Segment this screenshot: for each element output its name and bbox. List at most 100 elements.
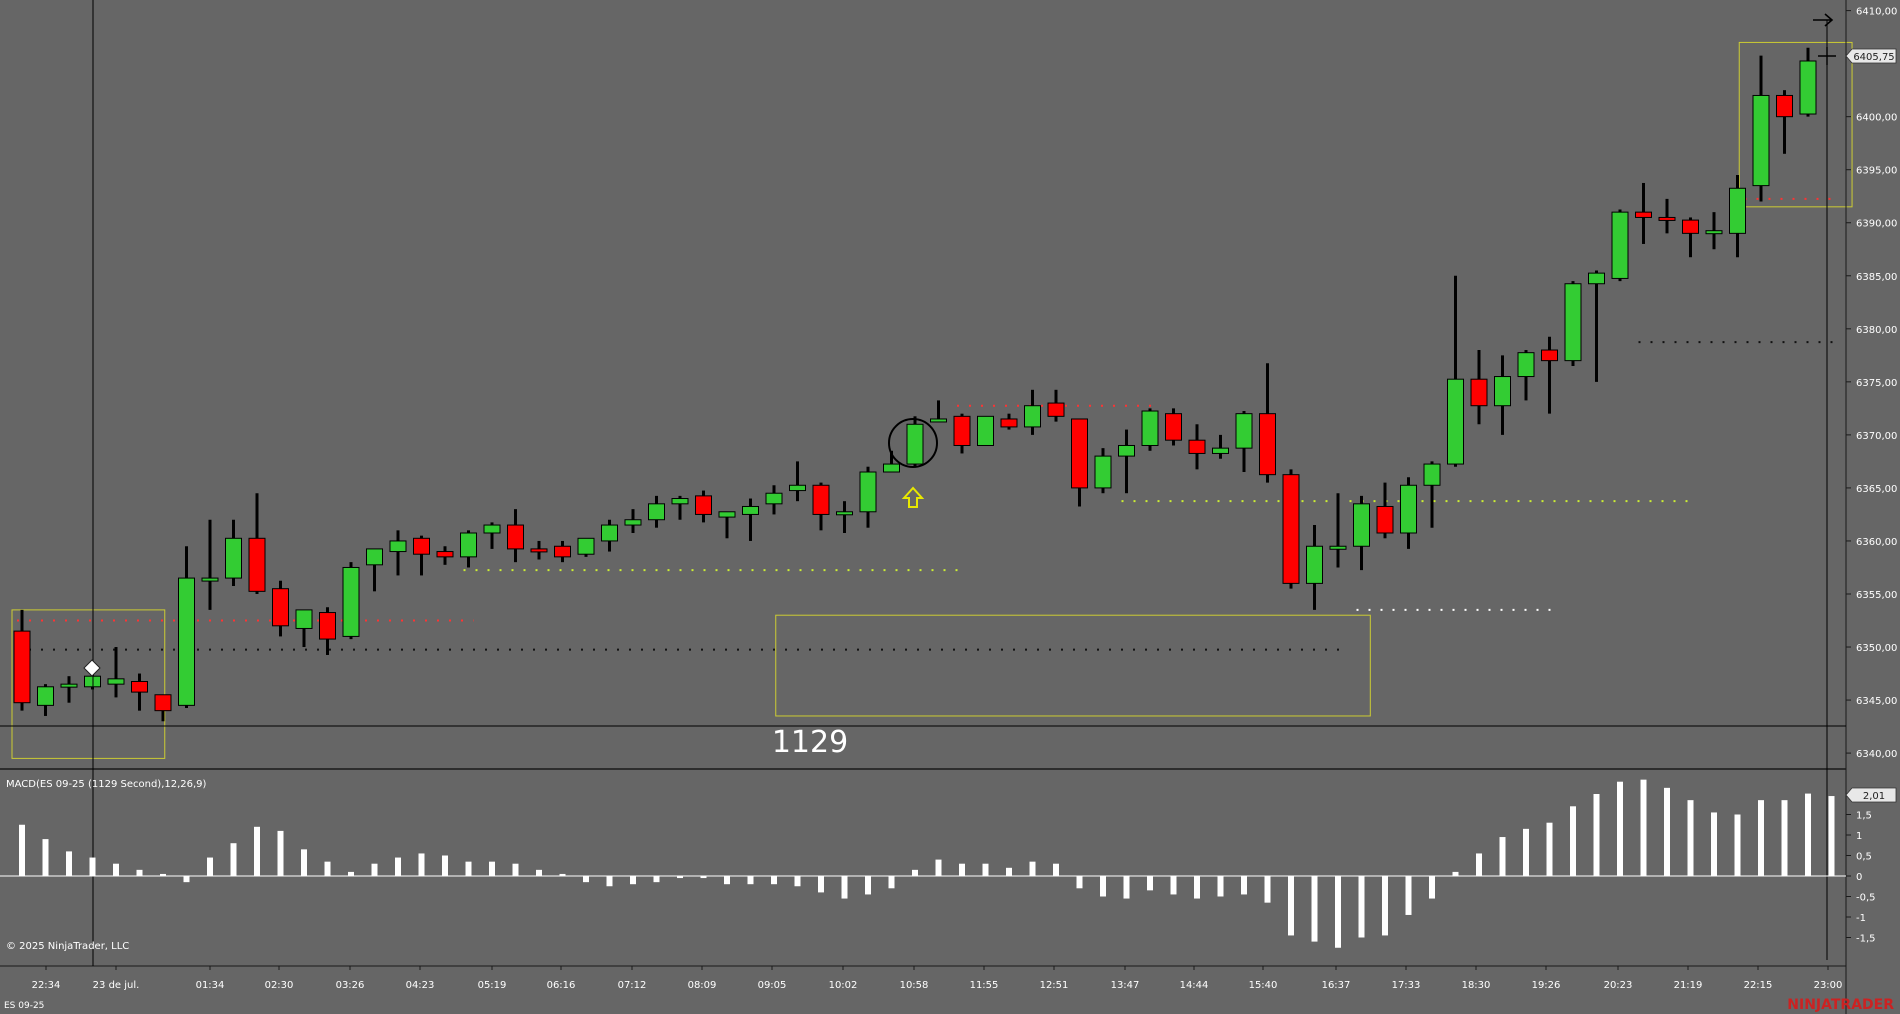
- candle[interactable]: [1282, 469, 1300, 589]
- candle[interactable]: [530, 540, 548, 560]
- candle[interactable]: [1024, 389, 1041, 435]
- candle[interactable]: [225, 519, 242, 587]
- price-zone-box[interactable]: [11, 609, 166, 759]
- macd-axis[interactable]: 1,5 1 0,5 0 -0,5 -1 -1,5: [1846, 811, 1876, 945]
- candle[interactable]: [483, 522, 501, 549]
- candle[interactable]: [930, 400, 947, 423]
- candle[interactable]: [272, 580, 289, 637]
- macd-bar: [653, 876, 660, 883]
- candle[interactable]: [319, 607, 336, 655]
- candle[interactable]: [1141, 408, 1159, 451]
- macd-bar: [254, 826, 260, 876]
- candle[interactable]: [342, 562, 360, 640]
- candle[interactable]: [1165, 408, 1182, 446]
- price-zone-box[interactable]: [775, 614, 1371, 717]
- candle[interactable]: [1776, 90, 1793, 154]
- candle[interactable]: [178, 546, 195, 709]
- candle[interactable]: [1188, 424, 1206, 470]
- candle[interactable]: [1000, 413, 1018, 430]
- candle[interactable]: [1752, 55, 1770, 202]
- candle[interactable]: [718, 511, 736, 539]
- right-arrow-icon[interactable]: [1813, 13, 1834, 27]
- candle[interactable]: [648, 495, 665, 528]
- candle[interactable]: [1494, 355, 1511, 435]
- candle[interactable]: [60, 676, 78, 703]
- up-arrow-icon[interactable]: [901, 486, 925, 508]
- candle[interactable]: [624, 509, 642, 533]
- candle[interactable]: [671, 495, 689, 520]
- candle[interactable]: [1447, 275, 1464, 467]
- candle[interactable]: [1071, 418, 1088, 507]
- candle[interactable]: [601, 519, 618, 552]
- candle[interactable]: [1799, 47, 1817, 117]
- candle[interactable]: [1635, 182, 1652, 244]
- candle[interactable]: [695, 490, 712, 523]
- candle[interactable]: [295, 609, 313, 648]
- candle[interactable]: [131, 673, 148, 711]
- candle[interactable]: [1047, 389, 1065, 422]
- candle[interactable]: [460, 530, 477, 568]
- time-tick-label: 23 de jul.: [93, 980, 140, 991]
- candle[interactable]: [1588, 270, 1605, 382]
- candle[interactable]: [1470, 350, 1488, 425]
- candle[interactable]: [1564, 281, 1582, 366]
- candle-body: [1235, 413, 1253, 449]
- candle[interactable]: [248, 493, 266, 594]
- candle[interactable]: [1658, 198, 1676, 234]
- candle[interactable]: [201, 519, 219, 610]
- candle[interactable]: [1729, 175, 1746, 258]
- candle[interactable]: [1118, 429, 1135, 494]
- candle[interactable]: [906, 416, 924, 467]
- candle[interactable]: [1212, 434, 1229, 459]
- candle[interactable]: [977, 415, 994, 446]
- candle[interactable]: [1376, 482, 1394, 539]
- candle[interactable]: [154, 694, 172, 722]
- macd-bar: [630, 876, 636, 885]
- macd-bar: [395, 857, 401, 876]
- macd-bar: [19, 824, 25, 876]
- candle[interactable]: [953, 413, 971, 454]
- candle[interactable]: [859, 466, 877, 528]
- macd-bar: [183, 876, 190, 883]
- price-zone-box[interactable]: [1738, 41, 1853, 208]
- macd-bar: [747, 876, 754, 885]
- candle-body: [1071, 418, 1088, 489]
- candle[interactable]: [554, 540, 571, 563]
- price-tick-label: 6360,00: [1856, 537, 1897, 548]
- candle[interactable]: [1705, 212, 1723, 250]
- candle[interactable]: [1329, 493, 1347, 568]
- price-axis[interactable]: 6410,00 6400,00 6395,00 6390,00 6385,00 6380,…: [1846, 7, 1897, 760]
- candle[interactable]: [1094, 448, 1112, 494]
- time-axis[interactable]: 22:34 23 de jul. 01:34 02:30 03:26 04:23 05:19…: [32, 966, 1843, 991]
- candle[interactable]: [742, 498, 759, 541]
- candle[interactable]: [812, 482, 830, 531]
- candle[interactable]: [577, 537, 595, 557]
- candle[interactable]: [1541, 336, 1558, 414]
- macd-tick-label: 0: [1856, 872, 1862, 883]
- candle[interactable]: [413, 535, 430, 576]
- candle[interactable]: [1423, 461, 1441, 528]
- candle[interactable]: [836, 501, 853, 533]
- candle[interactable]: [1611, 209, 1629, 282]
- diamond-marker-icon[interactable]: [83, 659, 101, 677]
- candle-body: [1752, 94, 1770, 187]
- candle[interactable]: [1682, 217, 1699, 258]
- candle[interactable]: [37, 684, 54, 716]
- candle[interactable]: [1400, 477, 1417, 549]
- candle[interactable]: [436, 546, 454, 565]
- candle[interactable]: [389, 530, 407, 576]
- candle[interactable]: [507, 509, 524, 563]
- annotation-circle[interactable]: [888, 418, 938, 468]
- candle[interactable]: [1353, 495, 1370, 571]
- candle[interactable]: [1235, 411, 1253, 473]
- candle[interactable]: [765, 485, 783, 515]
- candle[interactable]: [107, 647, 125, 698]
- candle[interactable]: [1517, 350, 1535, 401]
- candle[interactable]: [13, 609, 31, 711]
- candle[interactable]: [1306, 525, 1323, 610]
- candle[interactable]: [1259, 363, 1276, 483]
- candle[interactable]: [789, 461, 806, 502]
- candle[interactable]: [366, 548, 383, 592]
- candles-layer[interactable]: [13, 47, 1817, 722]
